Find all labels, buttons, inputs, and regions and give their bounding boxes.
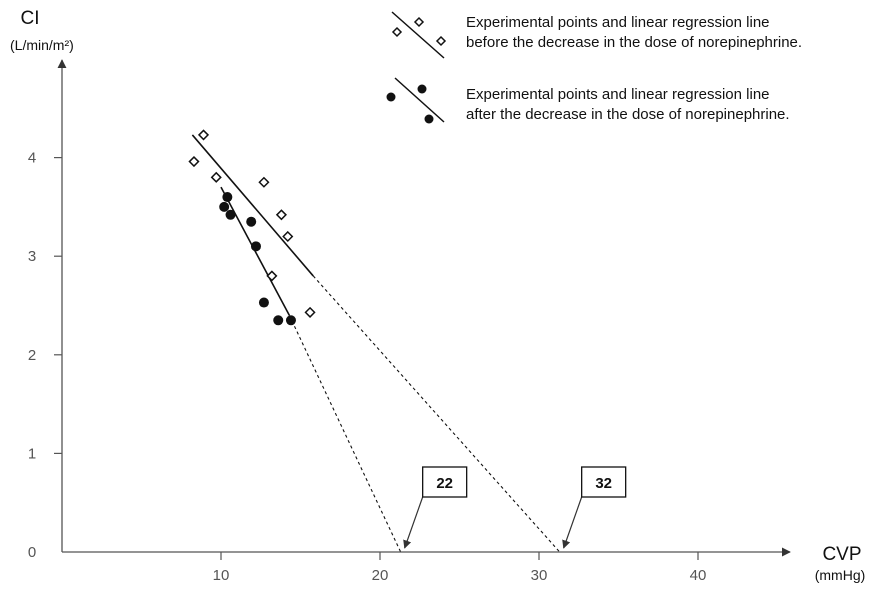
legend-line-after	[394, 77, 445, 123]
data-point-dot	[273, 315, 284, 326]
data-point-diamond	[275, 209, 287, 221]
legend-dot-icon	[386, 92, 396, 102]
data-point-dot	[225, 209, 236, 220]
legend-before-line2: before the decrease in the dose of norep…	[466, 34, 802, 51]
x-tick-label: 10	[213, 567, 230, 584]
data-point-dot	[222, 192, 233, 203]
callouts: 22 32	[403, 466, 627, 549]
legend-diamond-icon	[391, 26, 403, 38]
callout-box	[422, 466, 468, 498]
extrapolation-line-after	[288, 315, 402, 553]
data-point-dot	[246, 216, 257, 227]
y-tick-label: 3	[28, 248, 36, 265]
legend-text-after: Experimental points and linear regressio…	[466, 86, 790, 123]
callout-box	[581, 466, 627, 498]
callout-label: 22	[436, 475, 453, 492]
data-point-diamond	[210, 171, 222, 183]
callout-arrow	[562, 496, 583, 549]
legend-before-line1: Experimental points and linear regressio…	[466, 14, 770, 31]
x-axis-title: CVP	[822, 544, 861, 565]
legend-text-before: Experimental points and linear regressio…	[466, 14, 802, 51]
y-tick-label: 1	[28, 445, 36, 462]
extrapolation-line-before	[312, 275, 561, 553]
x-axis-unit: (mmHg)	[815, 567, 866, 583]
data-point-diamond	[304, 306, 316, 318]
data-point-dot	[285, 315, 296, 326]
data-point-diamond	[266, 270, 278, 282]
y-tick-label: 2	[28, 347, 36, 364]
callout-label: 32	[595, 475, 612, 492]
data-point-diamond	[197, 129, 210, 141]
data-point-diamond	[258, 176, 270, 188]
data-point-diamond	[188, 155, 200, 168]
ticks: 10 20 30 40 0 1 2 3 4	[28, 150, 707, 584]
legend-diamond-icon	[435, 35, 447, 47]
data-point-dot	[250, 241, 261, 252]
legend: Experimental points and linear regressio…	[386, 11, 802, 124]
legend-symbol-after	[386, 77, 445, 124]
data-point-dot	[219, 201, 230, 212]
y-tick-label: 0	[28, 544, 36, 561]
legend-after-line1: Experimental points and linear regressio…	[466, 86, 770, 103]
x-tick-label: 20	[372, 567, 389, 584]
callout-arrow	[403, 496, 424, 549]
legend-after-line2: after the decrease in the dose of norepi…	[466, 106, 790, 123]
y-tick-label: 4	[28, 150, 36, 167]
x-tick-label: 40	[690, 567, 707, 584]
legend-line-before	[391, 11, 445, 59]
data-points	[188, 129, 316, 326]
legend-diamond-icon	[413, 16, 425, 28]
regression-line-before	[191, 134, 314, 277]
data-point-diamond	[282, 230, 294, 243]
y-axis-title: CI	[21, 8, 40, 29]
regression-lines	[191, 134, 561, 553]
y-axis-unit: (L/min/m²)	[10, 37, 74, 53]
data-point-dot	[258, 297, 269, 308]
legend-symbol-before	[391, 11, 447, 59]
legend-dot-icon	[424, 114, 434, 124]
x-tick-label: 30	[531, 567, 548, 584]
legend-dot-icon	[417, 84, 427, 94]
